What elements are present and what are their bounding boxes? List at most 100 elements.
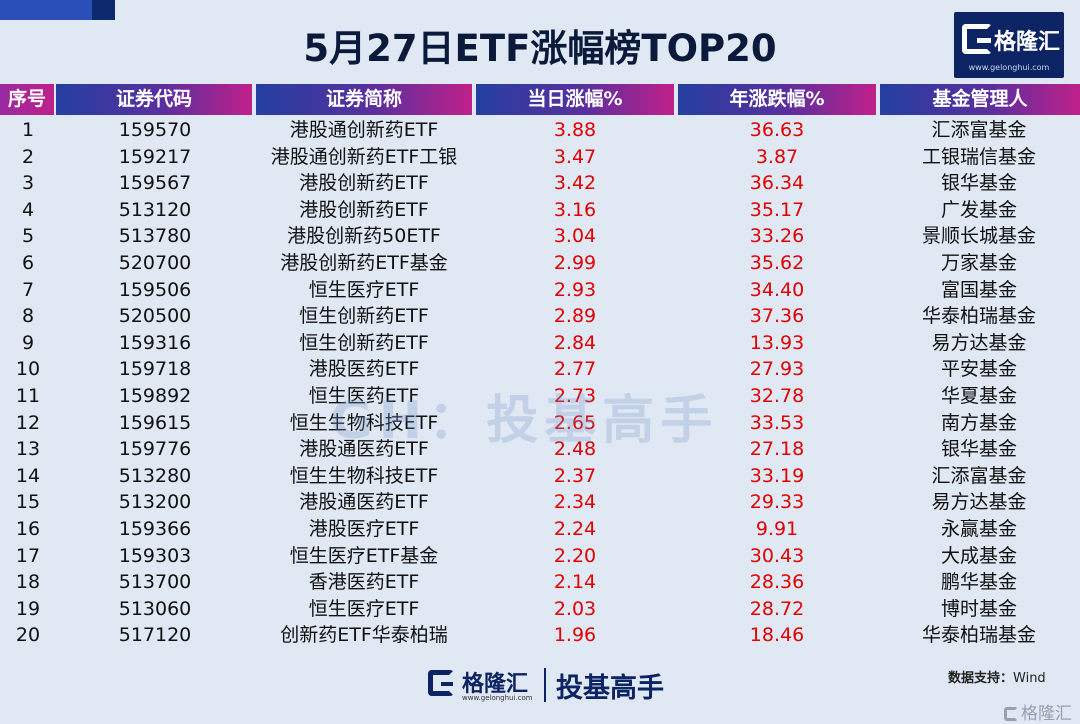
row-index: 18 [15, 571, 41, 594]
row-year-change: 33.19 [749, 464, 805, 487]
row-day-change: 1.96 [553, 624, 597, 647]
table-row: 5 513780 港股创新药50ETF 3.04 33.26 景顺长城基金 [0, 223, 1080, 250]
table-row: 17 159303 恒生医疗ETF基金 2.20 30.43 大成基金 [0, 543, 1080, 570]
table-row: 15 513200 港股通医药ETF 2.34 29.33 易方达基金 [0, 489, 1080, 516]
row-name: 港股通医药ETF [299, 438, 429, 461]
row-year-change: 28.72 [749, 597, 805, 620]
row-name: 恒生医疗ETF基金 [289, 544, 439, 567]
row-code: 513780 [118, 225, 192, 248]
row-manager: 工银瑞信基金 [921, 145, 1036, 168]
source-value: Wind [1013, 671, 1046, 686]
row-year-change: 32.78 [749, 384, 805, 407]
row-name: 恒生生物科技ETF [289, 464, 439, 487]
row-code: 159316 [118, 331, 192, 354]
table-row: 16 159366 港股医疗ETF 2.24 9.91 永赢基金 [0, 516, 1080, 543]
row-day-change: 2.03 [553, 597, 597, 620]
gelonghui-logo-icon [428, 670, 454, 696]
row-year-change: 9.91 [755, 517, 799, 540]
watermark: GH：投基高手 [330, 391, 719, 451]
row-name: 港股医疗ETF [308, 517, 420, 540]
row-index: 7 [21, 278, 35, 301]
row-manager: 景顺长城基金 [921, 225, 1036, 248]
row-index: 20 [15, 624, 41, 647]
data-source: 数据支持：Wind [948, 667, 1046, 686]
gelonghui-logo-icon [962, 24, 992, 54]
row-code: 159217 [118, 145, 192, 168]
row-day-change: 2.93 [553, 278, 597, 301]
row-manager: 华泰柏瑞基金 [921, 305, 1036, 328]
row-code: 159570 [118, 119, 192, 141]
table-row: 7 159506 恒生医疗ETF 2.93 34.40 富国基金 [0, 277, 1080, 304]
brand-logo: 格隆汇 www.gelonghui.com [954, 12, 1064, 78]
row-name: 恒生生物科技ETF [289, 411, 439, 434]
row-code: 159366 [118, 517, 192, 540]
row-manager: 平安基金 [940, 358, 1017, 381]
table-row: 2 159217 港股通创新药ETF工银 3.47 3.87 工银瑞信基金 [0, 144, 1080, 171]
row-code: 513120 [118, 198, 192, 221]
brand-divider [544, 668, 546, 702]
row-year-change: 35.62 [749, 251, 805, 274]
row-year-change: 34.40 [749, 278, 805, 301]
row-manager: 易方达基金 [931, 331, 1027, 354]
table-row: 1 159570 港股通创新药ETF 3.88 36.63 汇添富基金 [0, 117, 1080, 144]
row-day-change: 3.88 [553, 119, 597, 141]
row-code: 159718 [118, 358, 192, 381]
row-index: 14 [15, 464, 41, 487]
row-manager: 广发基金 [940, 198, 1017, 221]
row-day-change: 2.34 [553, 491, 597, 514]
row-manager: 鹏华基金 [940, 571, 1017, 594]
row-manager: 富国基金 [940, 278, 1017, 301]
row-code: 520500 [118, 305, 192, 328]
table-row: 19 513060 恒生医疗ETF 2.03 28.72 博时基金 [0, 596, 1080, 623]
row-index: 5 [21, 225, 35, 248]
row-manager: 银华基金 [940, 172, 1017, 195]
row-name: 恒生创新药ETF [299, 305, 429, 328]
row-index: 3 [21, 172, 35, 195]
row-code: 513700 [118, 571, 192, 594]
logo-text: 格隆汇 [994, 30, 1061, 55]
row-index: 4 [21, 198, 35, 221]
row-day-change: 2.89 [553, 305, 597, 328]
row-day-change: 3.04 [553, 225, 597, 248]
table-row: 10 159718 港股医药ETF 2.77 27.93 平安基金 [0, 356, 1080, 383]
table-body: 1 159570 港股通创新药ETF 3.88 36.63 汇添富基金 2 159217 港股通… [0, 117, 1080, 649]
row-year-change: 33.26 [749, 225, 805, 248]
row-manager: 万家基金 [940, 251, 1017, 274]
row-year-change: 29.33 [749, 491, 805, 514]
header-year-change: 年涨跌幅% [678, 84, 876, 115]
gelonghui-logo-icon [1004, 707, 1018, 721]
row-code: 159303 [118, 544, 192, 567]
row-code: 159892 [118, 384, 192, 407]
row-manager: 永赢基金 [940, 517, 1017, 540]
row-code: 159615 [118, 411, 192, 434]
table-row: 12 159615 恒生生物科技ETF 2.65 33.53 南方基金 [0, 410, 1080, 437]
table-row: 8 520500 恒生创新药ETF 2.89 37.36 华泰柏瑞基金 [0, 303, 1080, 330]
row-index: 16 [15, 517, 41, 540]
row-name: 香港医药ETF [308, 571, 420, 594]
row-name: 港股医药ETF [308, 358, 420, 381]
row-year-change: 27.93 [749, 358, 805, 381]
header-name: 证券简称 [256, 84, 472, 115]
row-name: 恒生医疗ETF [308, 597, 420, 620]
row-year-change: 13.93 [749, 331, 805, 354]
table-row: 20 517120 创新药ETF华泰柏瑞 1.96 18.46 华泰柏瑞基金 [0, 622, 1080, 649]
row-name: 港股创新药50ETF [287, 225, 441, 248]
row-code: 520700 [118, 251, 192, 274]
row-code: 159506 [118, 278, 192, 301]
row-name: 港股通创新药ETF [289, 119, 439, 141]
row-day-change: 3.47 [553, 145, 597, 168]
row-code: 159776 [118, 438, 192, 461]
row-code: 159567 [118, 172, 192, 195]
row-day-change: 2.99 [553, 251, 597, 274]
table-row: 11 159892 恒生医药ETF 2.73 32.78 华夏基金 [0, 383, 1080, 410]
row-manager: 南方基金 [940, 411, 1017, 434]
source-label: 数据支持： [948, 671, 1014, 686]
row-manager: 华夏基金 [940, 384, 1017, 407]
row-year-change: 27.18 [749, 438, 805, 461]
header-manager: 基金管理人 [880, 84, 1080, 115]
table-row: 18 513700 香港医药ETF 2.14 28.36 鹏华基金 [0, 569, 1080, 596]
row-index: 11 [15, 384, 41, 407]
logo-url: www.gelonghui.com [968, 63, 1050, 72]
row-name: 港股创新药ETF基金 [280, 251, 448, 274]
row-name: 创新药ETF华泰柏瑞 [280, 624, 448, 647]
